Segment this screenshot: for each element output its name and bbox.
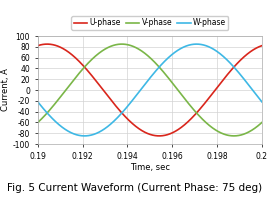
W-phase: [36, 101, 39, 103]
Text: Fig. 5 Current Waveform (Current Phase: 75 deg): Fig. 5 Current Waveform (Current Phase: …: [8, 183, 262, 193]
V-phase: [127, 44, 130, 46]
V-phase: [211, 127, 214, 129]
W-phase: [190, 43, 194, 46]
W-phase: [59, 125, 62, 127]
W-phase: [211, 48, 215, 50]
U-phase: [46, 43, 49, 45]
V-phase: [135, 47, 138, 49]
U-phase: [157, 135, 161, 137]
W-phase: [135, 94, 138, 96]
V-phase: [260, 121, 264, 124]
U-phase: [127, 119, 130, 121]
U-phase: [191, 116, 194, 119]
Line: U-phase: U-phase: [38, 44, 262, 136]
U-phase: [135, 126, 138, 128]
U-phase: [215, 86, 219, 89]
U-phase: [260, 44, 264, 47]
V-phase: [120, 43, 124, 45]
V-phase: [190, 106, 194, 109]
Line: V-phase: V-phase: [38, 44, 262, 136]
U-phase: [59, 46, 63, 49]
W-phase: [83, 135, 86, 137]
V-phase: [232, 135, 235, 137]
Y-axis label: Current, A: Current, A: [1, 69, 10, 111]
U-phase: [211, 92, 215, 94]
X-axis label: Time, sec: Time, sec: [130, 163, 170, 172]
W-phase: [215, 50, 219, 53]
V-phase: [36, 121, 39, 124]
V-phase: [215, 130, 218, 132]
U-phase: [36, 44, 39, 47]
W-phase: [195, 43, 198, 45]
Line: W-phase: W-phase: [38, 44, 262, 136]
V-phase: [59, 95, 62, 98]
Legend: U-phase, V-phase, W-phase: U-phase, V-phase, W-phase: [71, 16, 228, 30]
W-phase: [260, 101, 264, 103]
W-phase: [127, 104, 130, 106]
